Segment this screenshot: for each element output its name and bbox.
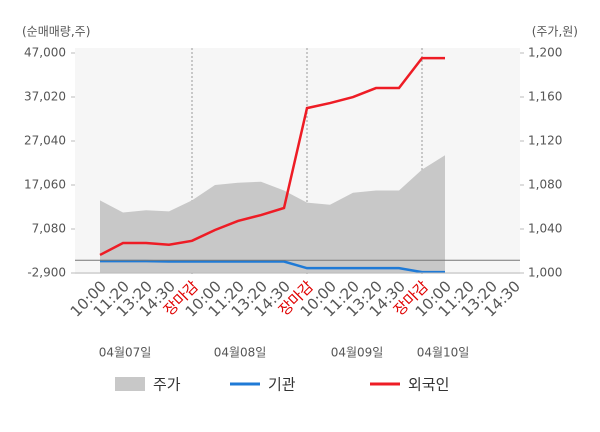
y-tick-label: 37,020 bbox=[24, 90, 66, 104]
y-tick-label: 27,040 bbox=[24, 134, 66, 148]
y2-tick-label: 1,120 bbox=[528, 134, 562, 148]
day-label: 04월09일 bbox=[331, 346, 384, 360]
day-label: 04월10일 bbox=[417, 346, 470, 360]
y-tick-label: 17,060 bbox=[24, 178, 66, 192]
y2-tick-label: 1,160 bbox=[528, 90, 562, 104]
legend-label: 기관 bbox=[268, 376, 296, 394]
series-line bbox=[99, 56, 445, 257]
day-label: 04월08일 bbox=[214, 346, 267, 360]
left-unit: (순매매량,주) bbox=[22, 25, 90, 39]
y-tick-label: 7,080 bbox=[32, 222, 66, 236]
y-tick-label: 47,000 bbox=[24, 46, 66, 60]
y2-tick-label: 1,040 bbox=[528, 222, 562, 236]
y2-tick-label: 1,000 bbox=[528, 266, 562, 280]
legend-label: 외국인 bbox=[408, 376, 449, 394]
day-label: 04월07일 bbox=[99, 346, 152, 360]
legend-swatch bbox=[115, 377, 145, 391]
y2-tick-label: 1,200 bbox=[528, 46, 562, 60]
y-tick-label: -2,900 bbox=[27, 266, 66, 280]
legend-label: 주가 bbox=[153, 376, 181, 394]
series-line bbox=[100, 259, 445, 274]
y2-tick-label: 1,080 bbox=[528, 178, 562, 192]
right-unit: (주가,원) bbox=[532, 25, 578, 39]
price-area bbox=[100, 155, 445, 273]
